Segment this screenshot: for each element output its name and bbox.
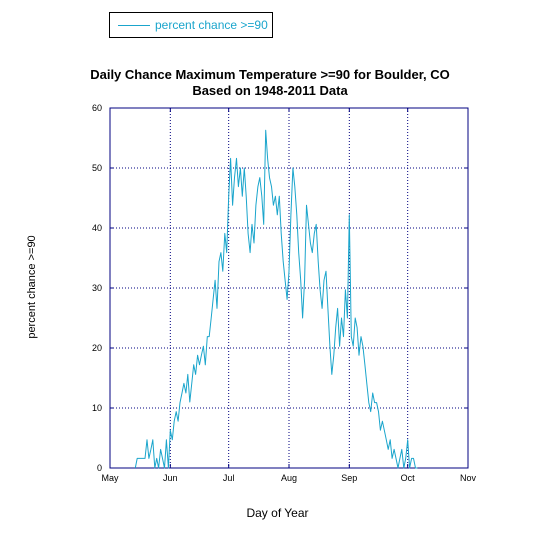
legend-swatch: [118, 25, 150, 26]
x-tick-label: May: [101, 473, 119, 483]
y-tick-label: 10: [92, 403, 102, 413]
series-line: [134, 129, 418, 469]
x-tick-label: Nov: [460, 473, 477, 483]
x-tick-label: Oct: [401, 473, 416, 483]
x-tick-label: Jul: [223, 473, 235, 483]
y-tick-label: 30: [92, 283, 102, 293]
x-tick-label: Aug: [281, 473, 297, 483]
y-tick-label: 40: [92, 223, 102, 233]
x-axis-label: Day of Year: [246, 506, 309, 520]
x-tick-label: Jun: [163, 473, 178, 483]
y-tick-label: 20: [92, 343, 102, 353]
chart-subtitle: Based on 1948-2011 Data: [192, 83, 348, 98]
chart-title: Daily Chance Maximum Temperature >=90 fo…: [90, 67, 450, 82]
legend: percent chance >=90: [109, 12, 273, 38]
y-tick-label: 50: [92, 163, 102, 173]
x-tick-label: Sep: [341, 473, 357, 483]
y-tick-label: 0: [97, 463, 102, 473]
legend-label: percent chance >=90: [155, 18, 268, 32]
y-tick-label: 60: [92, 103, 102, 113]
